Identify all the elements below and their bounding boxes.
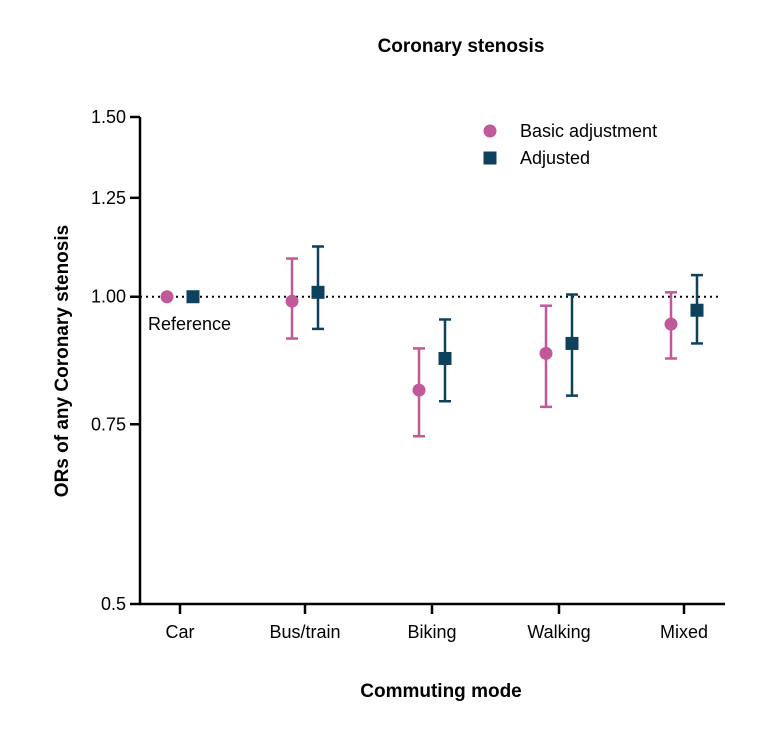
legend: Basic adjustment Adjusted: [483, 121, 657, 168]
x-axis-label: Commuting mode: [360, 681, 522, 702]
data-point-square: [438, 351, 452, 365]
data-point-square: [311, 285, 325, 299]
chart-title: Coronary stenosis: [378, 36, 545, 57]
y-tick-label: 0.75: [91, 414, 126, 434]
data-point-circle: [539, 346, 553, 360]
y-tick-label: 1.25: [91, 188, 126, 208]
legend-label: Adjusted: [520, 148, 590, 168]
x-tick-label: Biking: [407, 622, 456, 642]
data-point-circle: [664, 317, 678, 331]
data-point-circle: [160, 290, 174, 304]
series-square: [186, 245, 704, 403]
data-point-square: [690, 303, 704, 317]
x-tick-label: Walking: [527, 622, 590, 642]
series-circle: [160, 257, 678, 438]
legend-marker-circle: [483, 124, 497, 138]
x-tick-label: Bus/train: [269, 622, 340, 642]
reference-annotation: Reference: [148, 314, 231, 334]
y-axis-label: ORs of any Coronary stenosis: [52, 225, 73, 497]
x-tick-label: Car: [165, 622, 194, 642]
data-point-square: [186, 290, 200, 304]
data-point-square: [565, 336, 579, 350]
y-tick-label: 1.00: [91, 287, 126, 307]
y-tick-label: 0.5: [101, 594, 126, 614]
legend-marker-square: [483, 151, 497, 165]
y-tick-label: 1.50: [91, 107, 126, 127]
data-point-circle: [285, 294, 299, 308]
data-point-circle: [412, 383, 426, 397]
x-tick-label: Mixed: [660, 622, 708, 642]
legend-label: Basic adjustment: [520, 121, 657, 141]
